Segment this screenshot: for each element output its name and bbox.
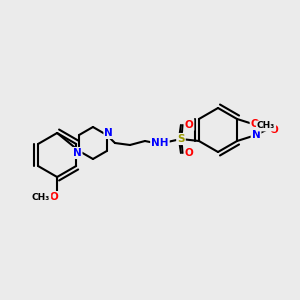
Text: O: O: [184, 120, 193, 130]
Text: O: O: [184, 148, 193, 158]
Text: O: O: [251, 119, 260, 129]
Text: N: N: [252, 130, 260, 140]
Text: S: S: [177, 134, 185, 144]
Text: CH₃: CH₃: [32, 193, 50, 202]
Text: CH₃: CH₃: [257, 122, 275, 130]
Text: NH: NH: [151, 138, 169, 148]
Text: O: O: [270, 125, 278, 135]
Text: N: N: [104, 128, 113, 138]
Text: O: O: [50, 192, 58, 202]
Text: N: N: [73, 148, 82, 158]
